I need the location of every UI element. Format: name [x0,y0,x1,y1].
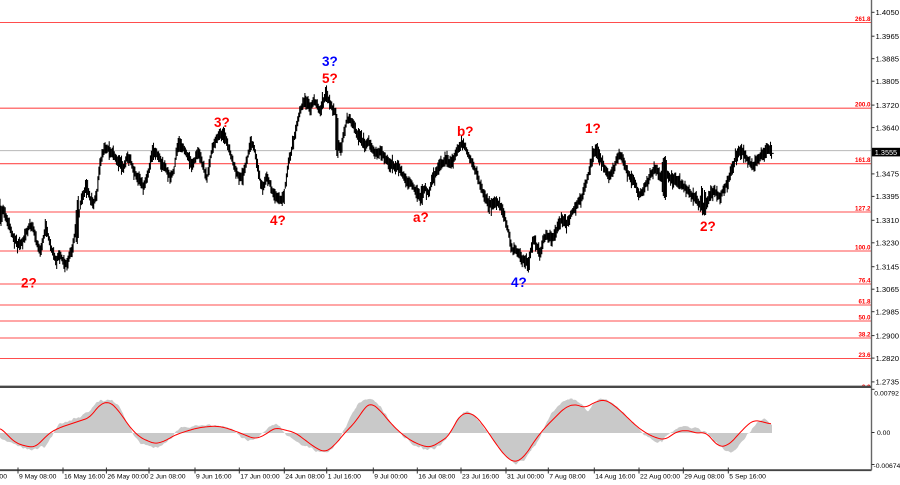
svg-text:61.8: 61.8 [858,299,871,306]
svg-text:29 Aug 08:00: 29 Aug 08:00 [684,474,724,481]
svg-text:1.3395: 1.3395 [876,192,900,201]
svg-text:127.2: 127.2 [855,206,871,213]
svg-text:1.3805: 1.3805 [876,77,900,86]
svg-text:14 Aug 16:00: 14 Aug 16:00 [595,474,635,481]
svg-text::00: :00 [0,474,7,481]
svg-text:9 Jul 00:00: 9 Jul 00:00 [374,474,407,481]
svg-text:1.2985: 1.2985 [876,308,900,317]
svg-text:31 Jul 00:00: 31 Jul 00:00 [507,474,544,481]
svg-text:2 Jun 08:00: 2 Jun 08:00 [150,474,186,481]
svg-text:23.6: 23.6 [858,352,871,359]
svg-text:22 Aug 00:00: 22 Aug 00:00 [640,474,680,481]
svg-text:1.2735: 1.2735 [876,378,900,387]
svg-text:3?: 3? [322,54,338,69]
svg-text:1?: 1? [585,121,601,136]
svg-text:0.0: 0.0 [862,384,871,391]
svg-text:1.3230: 1.3230 [876,239,900,248]
svg-text:a?: a? [413,210,429,225]
svg-text:1.3065: 1.3065 [876,285,900,294]
svg-text:b?: b? [457,124,474,139]
svg-text:4?: 4? [270,213,286,228]
svg-text:23 Jul 16:00: 23 Jul 16:00 [462,474,499,481]
svg-text:-0.00674: -0.00674 [874,463,900,470]
svg-text:1.3965: 1.3965 [876,32,900,41]
svg-text:0.00: 0.00 [877,430,890,437]
svg-text:3?: 3? [214,115,230,130]
svg-text:1.2900: 1.2900 [876,331,900,340]
svg-text:24 Jun 08:00: 24 Jun 08:00 [285,474,325,481]
svg-text:1.3475: 1.3475 [876,170,900,179]
svg-text:50.0: 50.0 [858,315,871,322]
svg-text:1.2820: 1.2820 [876,354,900,363]
svg-text:1.3555: 1.3555 [875,148,897,157]
svg-text:7 Aug 08:00: 7 Aug 08:00 [549,474,586,481]
svg-text:17 Jun 00:00: 17 Jun 00:00 [240,474,280,481]
svg-text:1.3640: 1.3640 [876,123,900,132]
svg-text:200.0: 200.0 [855,102,871,109]
svg-text:16 Jul 08:00: 16 Jul 08:00 [418,474,455,481]
svg-text:5 Sep 16:00: 5 Sep 16:00 [729,474,766,481]
svg-text:1.3720: 1.3720 [876,101,900,110]
svg-text:9 Jun 16:00: 9 Jun 16:00 [196,474,232,481]
svg-text:4?: 4? [511,275,527,290]
svg-text:9 May 08:00: 9 May 08:00 [19,474,57,481]
svg-text:5?: 5? [322,71,338,86]
svg-text:100.0: 100.0 [855,245,871,252]
svg-text:0.00792: 0.00792 [874,390,899,397]
svg-text:1.4050: 1.4050 [876,8,900,17]
svg-text:1 Jul 16:00: 1 Jul 16:00 [328,474,361,481]
svg-text:161.8: 161.8 [855,157,871,164]
svg-text:26 May 00:00: 26 May 00:00 [107,474,148,481]
svg-text:261.8: 261.8 [855,16,871,23]
svg-text:76.4: 76.4 [858,278,871,285]
svg-text:2?: 2? [21,276,37,291]
svg-text:1.3310: 1.3310 [876,216,900,225]
svg-text:1.3145: 1.3145 [876,263,900,272]
svg-text:16 May 16:00: 16 May 16:00 [64,474,105,481]
svg-text:1.3885: 1.3885 [876,55,900,64]
svg-text:38.2: 38.2 [858,332,871,339]
svg-text:2?: 2? [700,219,716,234]
